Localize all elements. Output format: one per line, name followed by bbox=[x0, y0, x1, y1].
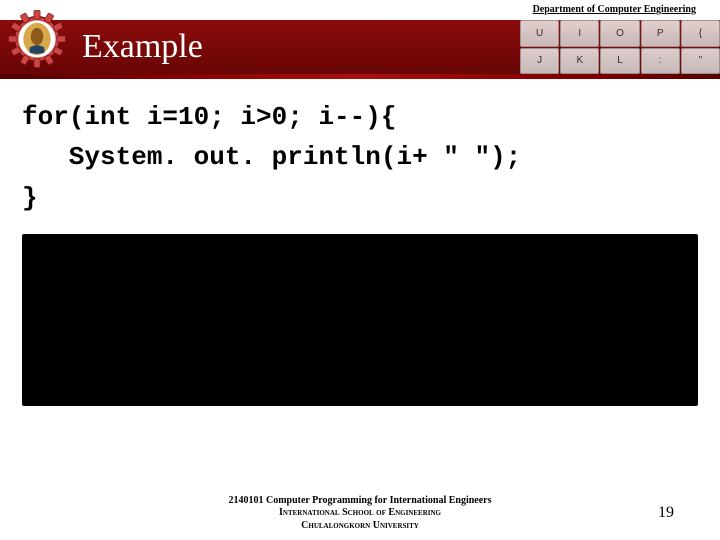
keyboard-decoration: U I O P { J K L : " bbox=[520, 20, 720, 74]
footer-line-1: 2140101 Computer Programming for Interna… bbox=[0, 495, 720, 508]
kb-key: K bbox=[560, 48, 599, 75]
footer-line-3: Chulalongkorn University bbox=[0, 520, 720, 533]
page-number: 19 bbox=[658, 504, 674, 522]
footer: 2140101 Computer Programming for Interna… bbox=[0, 495, 720, 533]
department-label: Department of Computer Engineering bbox=[0, 0, 720, 20]
kb-key: P bbox=[641, 20, 680, 47]
title-bar: Example U I O P { J K L : " bbox=[0, 20, 720, 74]
kb-key: I bbox=[560, 20, 599, 47]
kb-key: " bbox=[681, 48, 720, 75]
kb-key: O bbox=[600, 20, 639, 47]
code-example: for(int i=10; i>0; i--){ System. out. pr… bbox=[0, 79, 720, 228]
kb-key: U bbox=[520, 20, 559, 47]
code-line-1: for(int i=10; i>0; i--){ bbox=[22, 102, 396, 132]
gear-logo-icon bbox=[6, 8, 68, 70]
kb-key: { bbox=[681, 20, 720, 47]
kb-key: L bbox=[600, 48, 639, 75]
code-line-3: } bbox=[22, 183, 38, 213]
code-line-2: System. out. println(i+ " "); bbox=[22, 142, 521, 172]
kb-key: J bbox=[520, 48, 559, 75]
footer-line-2: International School of Engineering bbox=[0, 507, 720, 520]
kb-key: : bbox=[641, 48, 680, 75]
slide-title: Example bbox=[82, 28, 203, 66]
output-console bbox=[22, 234, 698, 406]
